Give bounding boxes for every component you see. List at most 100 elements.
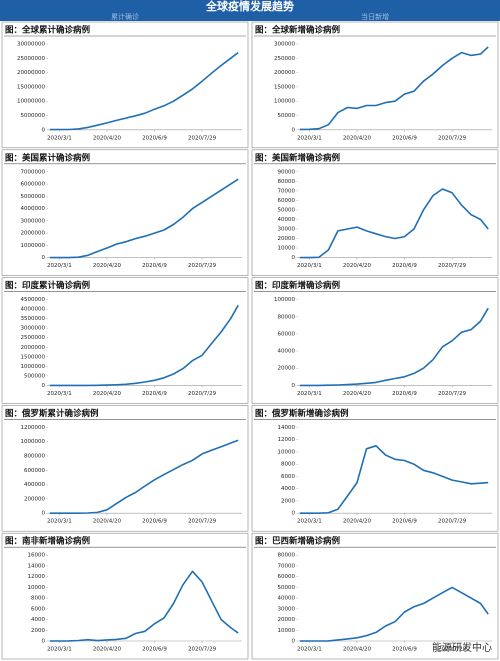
panel-frame [1,21,249,149]
y-tick-label: 80000 [278,179,296,185]
x-tick-label: 2020/4/20 [343,647,372,653]
y-tick-label: 5000000 [21,194,46,200]
x-tick-label: 2020/4/20 [93,647,122,653]
data-line [299,46,489,131]
panel-frame [251,405,499,532]
y-tick-label: 4000 [281,486,295,492]
panel-title: 图：全球累计确诊病例 [5,25,91,36]
data-line [49,178,239,259]
panel-title: 图：印度累计确诊病例 [5,280,91,291]
x-tick-label: 2020/3/1 [297,519,322,525]
x-tick-label: 2020/7/29 [188,647,217,653]
x-tick-label: 2020/4/20 [93,263,122,269]
y-tick-label: 7000000 [21,169,46,175]
y-tick-label: 20000000 [17,70,45,76]
x-tick-label: 2020/6/9 [142,391,167,397]
header-bar [0,0,500,21]
x-tick-label: 2020/7/29 [188,391,217,397]
y-tick-label: 10000 [278,628,296,634]
y-tick-label: 4500000 [21,297,46,303]
x-tick-label: 2020/4/20 [343,519,372,525]
x-tick-label: 2020/6/9 [142,135,167,141]
x-tick-label: 2020/4/20 [93,519,122,525]
panel-title: 图：美国新增确诊病例 [255,152,341,163]
y-tick-label: 0 [42,639,46,645]
y-tick-label: 1000000 [21,439,46,445]
x-tick-label: 2020/7/29 [438,263,467,269]
y-tick-label: 70000 [278,188,296,194]
y-tick-label: 6000 [31,606,45,612]
x-tick-label: 2020/3/1 [297,135,322,141]
header-title: 全球疫情发展趋势 [205,0,294,13]
x-tick-label: 2020/7/29 [438,135,467,141]
x-tick-label: 2020/3/1 [47,519,72,525]
x-tick-label: 2020/7/29 [438,519,467,525]
y-tick-label: 0 [292,639,296,645]
y-tick-label: 0 [42,383,46,389]
y-tick-label: 0 [292,127,296,133]
y-tick-label: 0 [42,511,46,517]
panel-frame [251,149,499,276]
y-tick-label: 60000 [278,331,296,337]
panel-title: 图：印度新增确诊病例 [255,280,341,291]
y-tick-label: 14000 [28,563,46,569]
x-tick-label: 2020/6/9 [142,263,167,269]
y-tick-label: 30000000 [17,42,45,48]
y-tick-label: 0 [42,127,46,133]
data-line [299,188,489,259]
data-line [49,304,239,387]
panel-frame [1,532,249,660]
y-tick-label: 0 [292,255,296,261]
y-tick-label: 2000000 [21,345,46,351]
y-tick-label: 60000 [278,574,296,580]
panel-title: 图：俄罗斯累计确诊病例 [5,408,99,419]
y-tick-label: 300000 [274,42,295,48]
y-tick-label: 40000 [278,596,296,602]
x-tick-label: 2020/3/1 [47,135,72,141]
y-tick-label: 400000 [24,482,45,488]
y-tick-label: 6000 [281,474,295,480]
y-tick-label: 14000 [278,425,296,431]
x-tick-label: 2020/6/9 [142,519,167,525]
y-tick-label: 80000 [278,553,296,559]
panel-title: 图：巴西新增确诊病例 [255,536,341,547]
x-tick-label: 2020/4/20 [343,135,372,141]
panel-frame [251,277,499,404]
y-tick-label: 1000000 [21,243,46,249]
panel-title: 图：美国累计确诊病例 [5,152,91,163]
y-tick-label: 10000 [28,585,46,591]
panel-title: 图：全球新增确诊病例 [255,25,341,36]
y-tick-label: 80000 [278,314,296,320]
x-tick-label: 2020/6/9 [392,391,417,397]
y-tick-label: 2500000 [21,335,46,341]
y-tick-label: 20000 [278,366,296,372]
panel-frame [1,405,249,532]
y-tick-label: 20000 [278,617,296,623]
panel-frame [251,21,499,149]
x-tick-label: 2020/7/29 [188,519,217,525]
y-tick-label: 2000 [281,498,295,504]
y-tick-label: 0 [42,255,46,261]
data-line [49,439,239,515]
y-tick-label: 100000 [274,297,295,303]
y-tick-label: 500000 [24,373,45,379]
data-line [299,307,489,387]
y-tick-label: 2000 [31,628,45,634]
x-tick-label: 2020/7/29 [438,391,467,397]
y-tick-label: 1000000 [21,364,46,370]
x-tick-label: 2020/3/1 [297,647,322,653]
x-tick-label: 2020/6/9 [392,263,417,269]
data-line [299,586,489,642]
y-tick-label: 200000 [24,496,45,502]
y-tick-label: 15000000 [17,84,45,90]
y-tick-label: 50000 [278,113,296,119]
x-tick-label: 2020/3/1 [47,647,72,653]
y-tick-label: 60000 [278,198,296,204]
y-tick-label: 40000 [278,217,296,223]
y-tick-label: 4000 [31,617,45,623]
x-tick-label: 2020/6/9 [392,135,417,141]
y-tick-label: 100000 [274,99,295,105]
x-tick-label: 2020/6/9 [392,519,417,525]
